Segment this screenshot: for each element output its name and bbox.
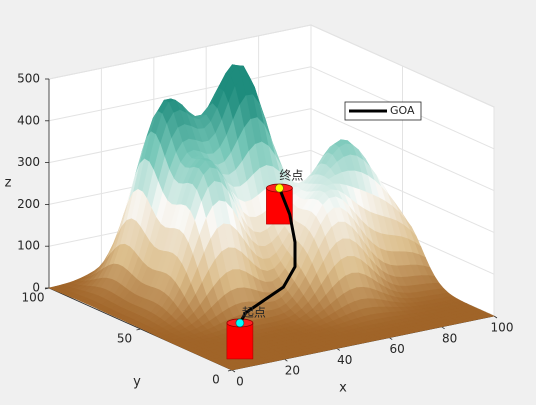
x-tick-label: 20	[285, 364, 300, 378]
z-tick-label: 300	[17, 155, 40, 169]
z-grid-wall	[48, 66, 312, 122]
y-tick	[227, 369, 233, 372]
z-tick-label: 0	[32, 281, 40, 295]
route-line	[238, 187, 297, 324]
y-tick-label: 100	[22, 291, 45, 305]
overlay: 起点 终点	[226, 168, 303, 360]
surface	[48, 64, 495, 371]
y-tick	[136, 328, 141, 331]
x-tick	[493, 315, 498, 319]
z-tick-label: 100	[17, 239, 40, 253]
x-axis-label: x	[339, 381, 347, 396]
cylinder-body	[226, 322, 254, 360]
x-tick-label: 0	[236, 375, 244, 389]
z-tick-label: 200	[17, 197, 40, 211]
z-tick-label: 500	[17, 72, 40, 86]
z-axis-label: z	[5, 176, 12, 191]
y-axis-label: y	[133, 375, 141, 390]
y-tick-label: 0	[212, 373, 220, 387]
z-grid-wall	[48, 24, 312, 80]
z-tick-label: 400	[17, 113, 40, 127]
goal-marker	[275, 183, 284, 193]
legend: GOA	[344, 101, 422, 121]
x-tick-label: 100	[491, 321, 514, 335]
surface-patch	[226, 366, 240, 371]
legend-label: GOA	[390, 104, 415, 117]
goal-label: 终点	[279, 168, 303, 183]
y-tick-label: 50	[117, 332, 132, 346]
start-label: 起点	[242, 305, 266, 319]
x-tick-label: 60	[390, 342, 405, 356]
z-grid-wall	[310, 24, 495, 108]
x-tick-label: 80	[442, 331, 457, 345]
x-tick-label: 40	[337, 353, 352, 367]
cylinder-body	[266, 187, 293, 225]
start-marker	[235, 318, 245, 328]
z-grid-wall	[310, 108, 495, 192]
